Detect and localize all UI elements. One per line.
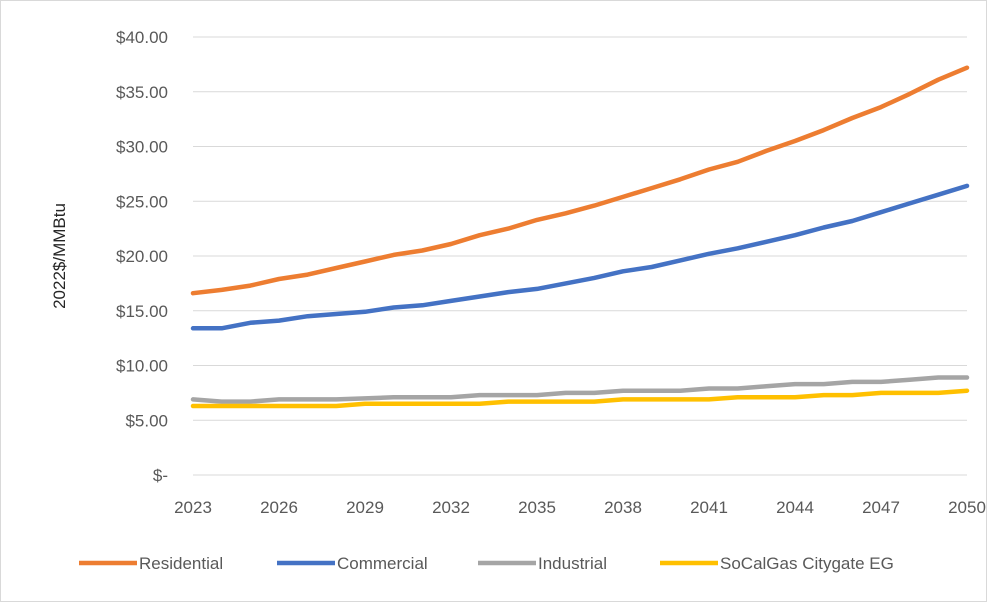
y-axis-tick-labels: $- $5.00 $10.00 $15.00 $20.00 $25.00 $30.00 $35… bbox=[116, 28, 168, 485]
legend: Residential Commercial Industrial SoCalGas … bbox=[79, 554, 894, 573]
x-tick-label: 2035 bbox=[518, 498, 556, 517]
x-tick-label: 2026 bbox=[260, 498, 298, 517]
x-axis-tick-labels: 2023 2026 2029 2032 2035 2038 2041 2044 2047 2050 bbox=[174, 498, 986, 517]
x-tick-label: 2044 bbox=[776, 498, 814, 517]
series-line-industrial bbox=[190, 375, 970, 404]
y-tick-label: $30.00 bbox=[116, 138, 168, 157]
y-tick-label: $35.00 bbox=[116, 83, 168, 102]
legend-item: SoCalGas Citygate EG bbox=[660, 554, 894, 573]
y-axis-title: 2022$/MMBtu bbox=[50, 203, 69, 309]
series-line-residential bbox=[190, 65, 970, 296]
legend-item: Industrial bbox=[478, 554, 607, 573]
y-tick-label: $25.00 bbox=[116, 192, 168, 211]
x-tick-label: 2032 bbox=[432, 498, 470, 517]
legend-label: Commercial bbox=[337, 554, 428, 573]
legend-label: SoCalGas Citygate EG bbox=[720, 554, 894, 573]
legend-label: Residential bbox=[139, 554, 223, 573]
legend-label: Industrial bbox=[538, 554, 607, 573]
series-line-socalgas-citygate-eg bbox=[190, 388, 970, 409]
y-tick-label: $10.00 bbox=[116, 357, 168, 376]
x-tick-label: 2029 bbox=[346, 498, 384, 517]
y-tick-label: $20.00 bbox=[116, 247, 168, 266]
x-tick-label: 2038 bbox=[604, 498, 642, 517]
series-lines bbox=[190, 65, 970, 409]
x-tick-label: 2047 bbox=[862, 498, 900, 517]
y-tick-label: $15.00 bbox=[116, 302, 168, 321]
series-line-commercial bbox=[190, 183, 970, 331]
legend-item: Residential bbox=[79, 554, 223, 573]
x-tick-label: 2023 bbox=[174, 498, 212, 517]
legend-item: Commercial bbox=[277, 554, 428, 573]
y-tick-label: $5.00 bbox=[125, 411, 168, 430]
y-tick-label: $- bbox=[153, 466, 168, 485]
y-tick-label: $40.00 bbox=[116, 28, 168, 47]
x-tick-label: 2041 bbox=[690, 498, 728, 517]
x-tick-label: 2050 bbox=[948, 498, 986, 517]
gridlines bbox=[193, 36, 967, 421]
